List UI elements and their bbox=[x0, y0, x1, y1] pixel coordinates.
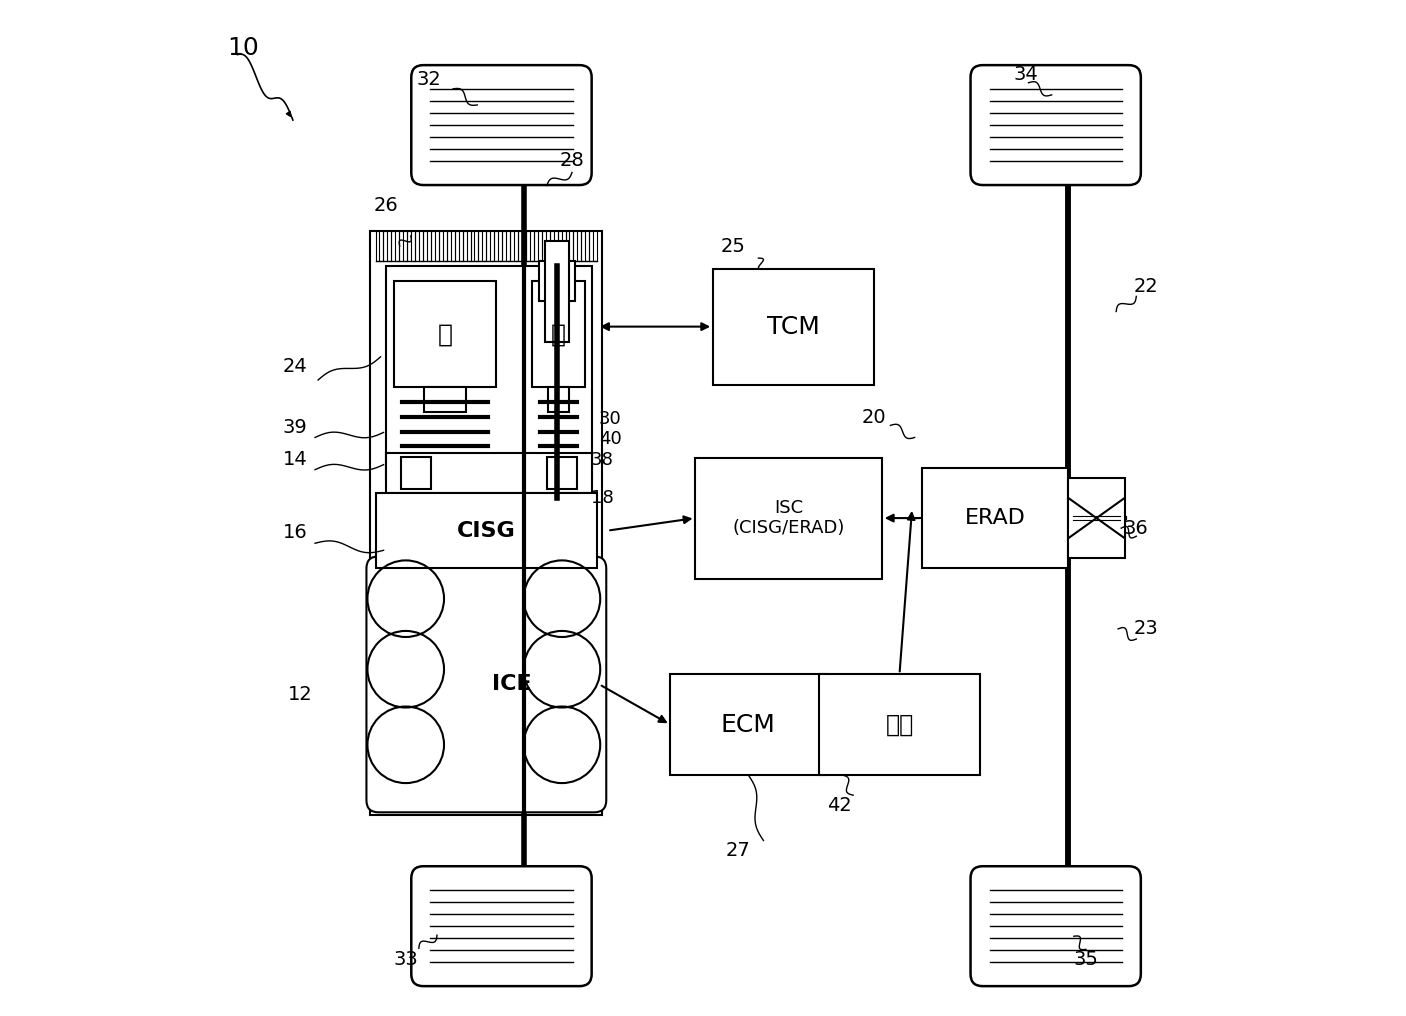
Text: 桥: 桥 bbox=[437, 322, 453, 346]
Bar bbox=[671, 675, 827, 775]
Text: 23: 23 bbox=[1135, 620, 1159, 638]
Bar bbox=[538, 261, 575, 302]
Text: 25: 25 bbox=[721, 237, 745, 255]
FancyBboxPatch shape bbox=[367, 557, 606, 813]
FancyBboxPatch shape bbox=[412, 867, 592, 987]
Text: 16: 16 bbox=[283, 522, 308, 542]
Text: 36: 36 bbox=[1123, 518, 1149, 537]
Text: ICE: ICE bbox=[492, 675, 531, 694]
Text: 20: 20 bbox=[862, 407, 887, 427]
Text: 32: 32 bbox=[416, 70, 441, 89]
Bar bbox=[375, 493, 598, 569]
Text: 39: 39 bbox=[283, 418, 308, 437]
Text: 10: 10 bbox=[228, 37, 259, 60]
Text: 26: 26 bbox=[373, 196, 398, 215]
Bar bbox=[370, 231, 602, 815]
Text: 傅: 傅 bbox=[551, 322, 565, 346]
Text: 34: 34 bbox=[1014, 65, 1038, 84]
Bar bbox=[1069, 478, 1125, 559]
Text: 38: 38 bbox=[591, 451, 613, 468]
Bar bbox=[394, 281, 496, 387]
Text: ISC
(CISG/ERAD): ISC (CISG/ERAD) bbox=[733, 499, 845, 537]
Text: 12: 12 bbox=[288, 685, 312, 704]
Bar bbox=[531, 281, 585, 387]
Bar bbox=[544, 241, 569, 341]
Bar bbox=[425, 387, 465, 412]
Text: 30: 30 bbox=[599, 410, 621, 429]
FancyBboxPatch shape bbox=[970, 867, 1140, 987]
Text: 27: 27 bbox=[725, 841, 751, 861]
Bar bbox=[385, 266, 592, 478]
Bar bbox=[385, 452, 592, 493]
Text: 18: 18 bbox=[591, 489, 613, 507]
Text: ERAD: ERAD bbox=[965, 508, 1025, 528]
Bar bbox=[713, 268, 875, 385]
FancyBboxPatch shape bbox=[970, 65, 1140, 185]
Text: 42: 42 bbox=[827, 796, 852, 815]
Text: 40: 40 bbox=[599, 431, 621, 448]
Text: 22: 22 bbox=[1135, 276, 1159, 296]
Bar bbox=[401, 456, 430, 489]
Text: 35: 35 bbox=[1073, 950, 1098, 969]
Bar bbox=[548, 387, 569, 412]
FancyBboxPatch shape bbox=[412, 65, 592, 185]
Text: 24: 24 bbox=[283, 358, 308, 376]
Text: 电池: 电池 bbox=[886, 712, 914, 737]
Bar bbox=[922, 467, 1069, 569]
Text: 28: 28 bbox=[560, 150, 585, 170]
Text: TCM: TCM bbox=[768, 315, 820, 338]
Bar bbox=[547, 456, 576, 489]
Text: CISG: CISG bbox=[457, 520, 516, 541]
Text: 33: 33 bbox=[394, 950, 418, 969]
Text: ECM: ECM bbox=[721, 712, 776, 737]
Text: 14: 14 bbox=[283, 450, 308, 469]
Bar bbox=[696, 457, 882, 578]
Bar bbox=[818, 675, 980, 775]
